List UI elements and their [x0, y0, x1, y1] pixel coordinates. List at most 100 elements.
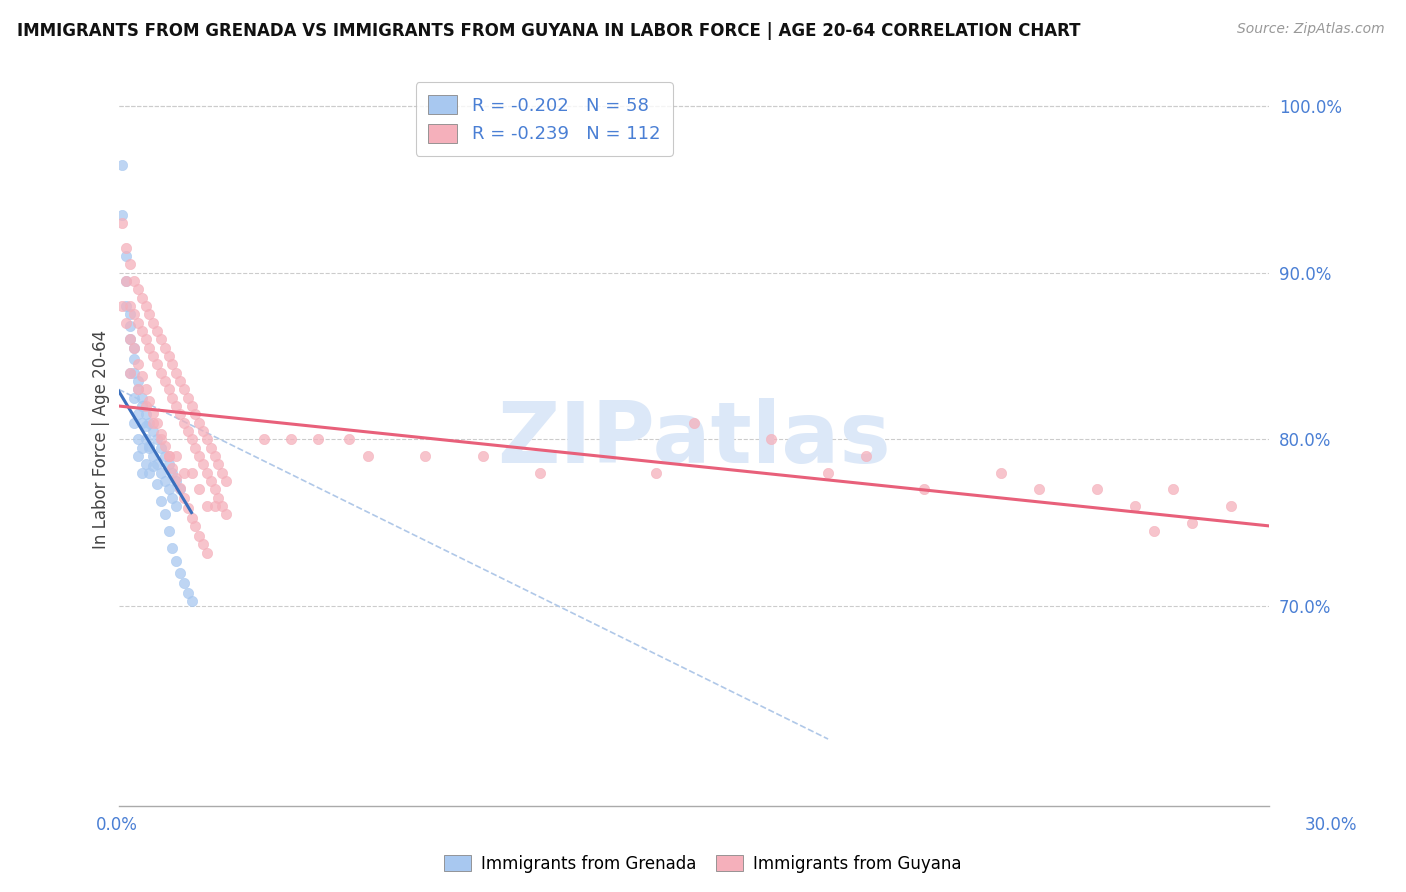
Point [176, 500, 198, 515]
Point [173, 466, 195, 480]
Point [1085, 483, 1108, 497]
Text: 0.0%: 0.0% [96, 816, 138, 834]
Point [134, 432, 156, 446]
Point [120, 319, 142, 334]
Point [111, 216, 134, 230]
Point [173, 491, 195, 505]
Point [157, 382, 180, 396]
Point [120, 299, 142, 313]
Point [111, 299, 134, 313]
Point [115, 274, 138, 288]
Point [471, 449, 494, 463]
Point [153, 449, 176, 463]
Point [162, 460, 184, 475]
Point [134, 407, 156, 421]
Point [1181, 516, 1204, 530]
Legend: Immigrants from Grenada, Immigrants from Guyana: Immigrants from Grenada, Immigrants from… [437, 848, 969, 880]
Point [188, 483, 211, 497]
Point [142, 424, 165, 438]
Point [176, 391, 198, 405]
Point [157, 483, 180, 497]
Point [165, 449, 187, 463]
Point [120, 332, 142, 346]
Point [157, 449, 180, 463]
Point [127, 282, 149, 296]
Point [138, 466, 160, 480]
Point [131, 399, 153, 413]
Point [149, 427, 172, 442]
Point [127, 432, 149, 446]
Point [142, 449, 165, 463]
Point [146, 458, 169, 472]
Point [184, 441, 207, 455]
Point [146, 324, 169, 338]
Text: ZIPatlas: ZIPatlas [496, 398, 891, 481]
Point [131, 291, 153, 305]
Point [683, 416, 706, 430]
Point [280, 432, 302, 446]
Point [157, 458, 180, 472]
Text: IMMIGRANTS FROM GRENADA VS IMMIGRANTS FROM GUYANA IN LABOR FORCE | AGE 20-64 COR: IMMIGRANTS FROM GRENADA VS IMMIGRANTS FR… [17, 22, 1080, 40]
Point [134, 419, 156, 434]
Point [415, 449, 437, 463]
Point [990, 466, 1012, 480]
Point [146, 416, 169, 430]
Point [146, 432, 169, 446]
Point [180, 399, 202, 413]
Point [173, 382, 195, 396]
Point [138, 439, 160, 453]
Point [200, 441, 222, 455]
Point [138, 416, 160, 430]
Point [120, 332, 142, 346]
Point [115, 299, 138, 313]
Point [165, 366, 187, 380]
Point [165, 554, 187, 568]
Point [157, 524, 180, 538]
Point [111, 157, 134, 171]
Point [127, 357, 149, 371]
Point [138, 307, 160, 321]
Point [855, 449, 877, 463]
Point [191, 537, 214, 551]
Point [127, 316, 149, 330]
Point [215, 474, 238, 488]
Point [307, 432, 329, 446]
Point [204, 449, 226, 463]
Point [817, 466, 839, 480]
Point [149, 332, 172, 346]
Point [165, 499, 187, 513]
Point [120, 307, 142, 321]
Point [127, 374, 149, 388]
Legend: R = -0.202   N = 58, R = -0.239   N = 112: R = -0.202 N = 58, R = -0.239 N = 112 [416, 82, 673, 156]
Point [207, 458, 229, 472]
Point [122, 366, 145, 380]
Point [122, 341, 145, 355]
Point [134, 458, 156, 472]
Point [131, 416, 153, 430]
Point [176, 424, 198, 438]
Point [122, 416, 145, 430]
Point [200, 474, 222, 488]
Point [153, 474, 176, 488]
Point [131, 441, 153, 455]
Point [115, 316, 138, 330]
Point [153, 508, 176, 522]
Point [211, 499, 233, 513]
Point [157, 349, 180, 363]
Point [115, 249, 138, 263]
Point [1028, 483, 1050, 497]
Point [173, 575, 195, 590]
Point [165, 399, 187, 413]
Point [127, 449, 149, 463]
Point [180, 432, 202, 446]
Point [157, 449, 180, 463]
Point [131, 391, 153, 405]
Point [169, 483, 191, 497]
Point [122, 274, 145, 288]
Point [149, 441, 172, 455]
Point [169, 566, 191, 580]
Point [153, 439, 176, 453]
Point [1123, 499, 1146, 513]
Point [215, 508, 238, 522]
Point [146, 357, 169, 371]
